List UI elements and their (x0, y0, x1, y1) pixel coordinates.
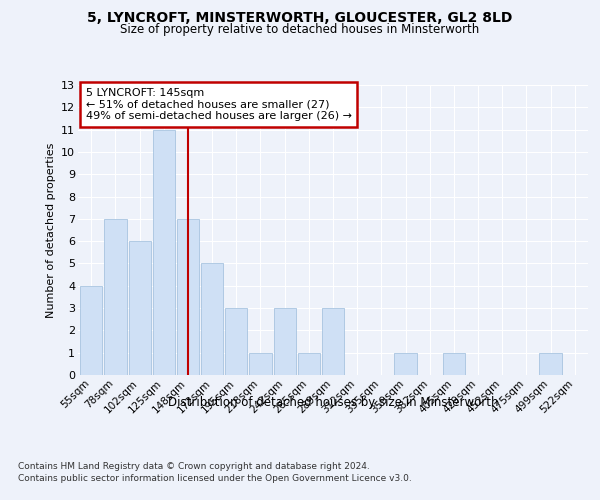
Text: 5, LYNCROFT, MINSTERWORTH, GLOUCESTER, GL2 8LD: 5, LYNCROFT, MINSTERWORTH, GLOUCESTER, G… (88, 10, 512, 24)
Bar (443, 352, 465, 375)
Y-axis label: Number of detached properties: Number of detached properties (46, 142, 56, 318)
Text: Size of property relative to detached houses in Minsterworth: Size of property relative to detached ho… (121, 22, 479, 36)
Bar (104, 219, 127, 375)
Text: Distribution of detached houses by size in Minsterworth: Distribution of detached houses by size … (168, 396, 498, 409)
Text: 5 LYNCROFT: 145sqm
← 51% of detached houses are smaller (27)
49% of semi-detache: 5 LYNCROFT: 145sqm ← 51% of detached hou… (86, 88, 352, 121)
Bar (250, 352, 272, 375)
Bar (80, 286, 103, 375)
Bar (128, 241, 151, 375)
Bar (152, 130, 175, 375)
Bar (225, 308, 247, 375)
Bar (298, 352, 320, 375)
Bar (274, 308, 296, 375)
Bar (394, 352, 416, 375)
Text: Contains HM Land Registry data © Crown copyright and database right 2024.
Contai: Contains HM Land Registry data © Crown c… (18, 462, 412, 483)
Bar (539, 352, 562, 375)
Bar (201, 264, 223, 375)
Bar (322, 308, 344, 375)
Bar (177, 219, 199, 375)
